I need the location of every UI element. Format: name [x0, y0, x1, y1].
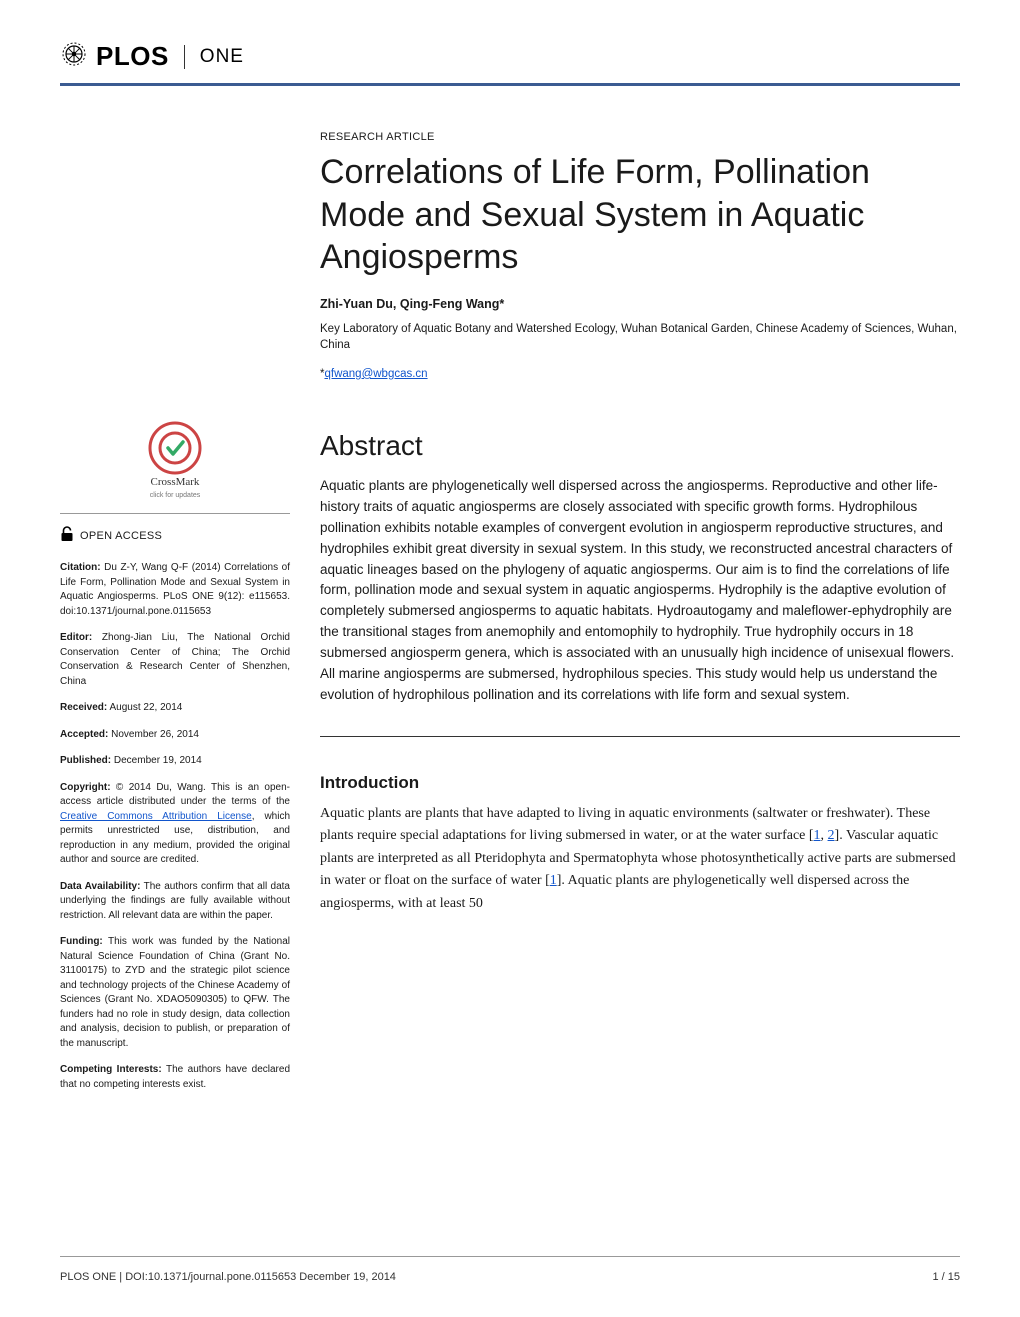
received-label: Received:	[60, 702, 107, 713]
header-rule	[60, 83, 960, 86]
copyright-label: Copyright:	[60, 782, 111, 793]
plos-logo-icon	[60, 40, 88, 73]
main-content: RESEARCH ARTICLE Correlations of Life Fo…	[320, 131, 960, 1104]
published-block: Published: December 19, 2014	[60, 754, 290, 769]
author-email-link[interactable]: qfwang@wbgcas.cn	[324, 368, 427, 380]
data-label: Data Availability:	[60, 881, 140, 892]
sidebar-divider	[60, 513, 290, 514]
funding-label: Funding:	[60, 936, 103, 947]
page-footer: PLOS ONE | DOI:10.1371/journal.pone.0115…	[60, 1256, 960, 1283]
editor-block: Editor: Zhong-Jian Liu, The National Orc…	[60, 631, 290, 689]
journal-header: PLOS ONE	[60, 40, 960, 73]
lock-icon	[60, 526, 74, 547]
article-type: RESEARCH ARTICLE	[320, 131, 960, 143]
footer-right: 1 / 15	[932, 1271, 960, 1283]
brand-sub: ONE	[200, 46, 244, 68]
ref-1b-link[interactable]: 1	[550, 873, 557, 888]
email-row: *qfwang@wbgcas.cn	[320, 368, 960, 380]
data-availability-block: Data Availability: The authors confirm t…	[60, 880, 290, 924]
funding-text: This work was funded by the National Nat…	[60, 936, 290, 1049]
accepted-label: Accepted:	[60, 729, 108, 740]
published-text: December 19, 2014	[111, 755, 202, 766]
ref-2-link[interactable]: 2	[828, 828, 835, 843]
citation-block: Citation: Du Z-Y, Wang Q-F (2014) Correl…	[60, 561, 290, 619]
open-access-label: OPEN ACCESS	[80, 529, 162, 545]
intro-heading: Introduction	[320, 773, 960, 793]
journal-logo: PLOS ONE	[60, 40, 244, 73]
received-block: Received: August 22, 2014	[60, 701, 290, 716]
intro-paragraph: Aquatic plants are plants that have adap…	[320, 803, 960, 915]
abstract-heading: Abstract	[320, 430, 960, 462]
competing-block: Competing Interests: The authors have de…	[60, 1063, 290, 1092]
competing-label: Competing Interests:	[60, 1064, 162, 1075]
editor-text: Zhong-Jian Liu, The National Orchid Cons…	[60, 632, 290, 687]
crossmark-sublabel: click for updates	[60, 491, 290, 501]
crossmark-icon	[148, 421, 202, 475]
cc-license-link[interactable]: Creative Commons Attribution License	[60, 811, 252, 822]
citation-label: Citation:	[60, 562, 101, 573]
accepted-text: November 26, 2014	[108, 729, 199, 740]
crossmark-label: CrossMark	[60, 475, 290, 491]
article-title: Correlations of Life Form, Pollination M…	[320, 151, 960, 279]
intro-comma: ,	[821, 828, 828, 843]
affiliation: Key Laboratory of Aquatic Botany and Wat…	[320, 321, 960, 354]
brand-divider	[184, 45, 185, 69]
footer-left: PLOS ONE | DOI:10.1371/journal.pone.0115…	[60, 1271, 396, 1283]
ref-1-link[interactable]: 1	[814, 828, 821, 843]
published-label: Published:	[60, 755, 111, 766]
crossmark-badge[interactable]: CrossMark click for updates	[60, 421, 290, 501]
copyright-block: Copyright: © 2014 Du, Wang. This is an o…	[60, 781, 290, 868]
abstract-text: Aquatic plants are phylogenetically well…	[320, 476, 960, 706]
open-access-row: OPEN ACCESS	[60, 526, 290, 547]
received-text: August 22, 2014	[107, 702, 182, 713]
editor-label: Editor:	[60, 632, 92, 643]
authors: Zhi-Yuan Du, Qing-Feng Wang*	[320, 297, 960, 311]
section-divider	[320, 736, 960, 737]
accepted-block: Accepted: November 26, 2014	[60, 728, 290, 743]
sidebar: CrossMark click for updates OPEN ACCESS …	[60, 131, 290, 1104]
funding-block: Funding: This work was funded by the Nat…	[60, 935, 290, 1051]
brand-main: PLOS	[96, 41, 169, 72]
footer-rule	[60, 1256, 960, 1257]
